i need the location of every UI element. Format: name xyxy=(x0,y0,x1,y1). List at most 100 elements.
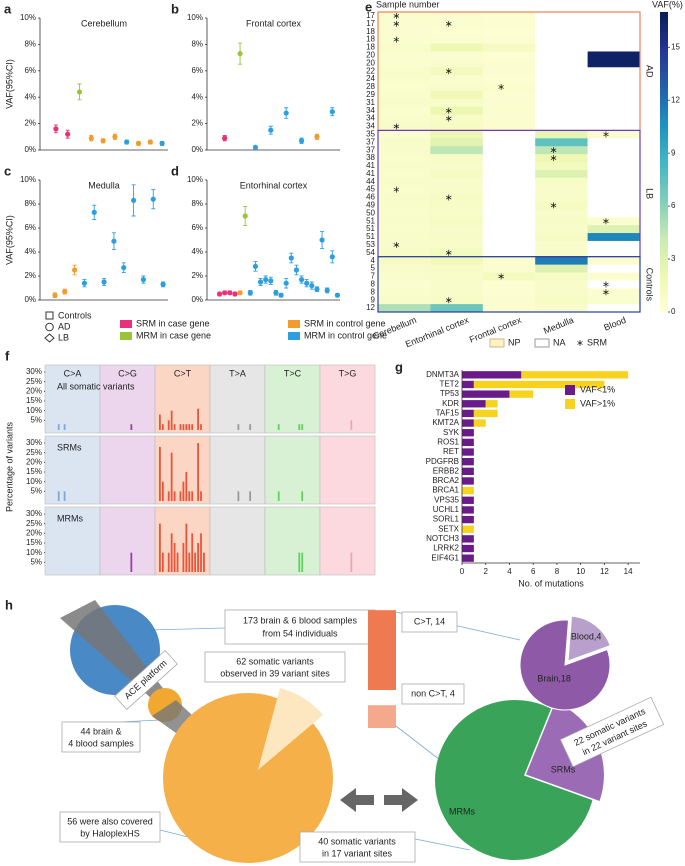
heat-cell xyxy=(482,83,536,92)
empty-cell xyxy=(587,146,641,155)
heat-cell xyxy=(535,201,588,210)
heat-cell xyxy=(482,114,536,123)
point xyxy=(232,291,238,297)
bar xyxy=(63,491,66,501)
star-stroke xyxy=(445,69,452,74)
empty-cell xyxy=(587,114,641,123)
heat-cell xyxy=(430,43,484,52)
empty-cell xyxy=(587,75,641,84)
y-tick-label: 8% xyxy=(191,199,203,208)
point xyxy=(242,213,248,219)
text-box xyxy=(204,651,346,683)
heat-cell xyxy=(587,233,641,242)
y-tick-label: 10% xyxy=(26,477,42,486)
legend-label: NP xyxy=(508,337,521,347)
group-label: Controls xyxy=(645,268,655,302)
srm-marker xyxy=(393,36,400,43)
heat-cell xyxy=(587,51,641,60)
bar xyxy=(298,424,301,430)
heat-cell xyxy=(535,193,588,202)
context-band xyxy=(264,435,321,505)
row-label: 31 xyxy=(366,98,375,107)
heat-cell xyxy=(378,98,431,108)
context-band xyxy=(319,435,376,505)
heat-cell xyxy=(430,27,484,36)
bar xyxy=(462,506,474,514)
bar xyxy=(473,380,605,389)
y-tick-label: 10% xyxy=(187,13,203,22)
star-stroke xyxy=(445,22,452,26)
point xyxy=(263,277,269,283)
bar xyxy=(462,544,474,553)
heat-cell xyxy=(535,138,588,147)
text-box xyxy=(59,811,161,843)
category-label: SETX xyxy=(438,524,460,533)
box-text: in 17 variant sites xyxy=(322,848,393,858)
x-tick-label: 4 xyxy=(507,567,512,576)
box-text: 44 brain & xyxy=(80,726,121,736)
row-label: 18 xyxy=(366,35,375,44)
legend-shape xyxy=(45,322,54,332)
point xyxy=(273,290,279,296)
point xyxy=(216,291,223,297)
row-label: 22 xyxy=(366,66,375,75)
bar xyxy=(130,552,133,572)
heat-cell xyxy=(430,256,484,265)
bar xyxy=(237,424,240,430)
group-label: AD xyxy=(645,65,655,78)
colorbar-tick-label: 15 xyxy=(671,42,680,51)
variant-wedge xyxy=(258,688,323,770)
heat-cell xyxy=(482,272,536,281)
empty-cell xyxy=(482,248,536,258)
point xyxy=(329,109,335,115)
bar xyxy=(191,491,194,501)
empty-cell xyxy=(587,27,641,36)
mrm-label: MRMs xyxy=(449,806,475,816)
srm-marker xyxy=(393,12,400,19)
colorbar-tick-label: 6 xyxy=(671,201,676,210)
category-label: TET2 xyxy=(439,380,459,389)
category-label: DNMT3A xyxy=(426,370,460,379)
panel-label: e xyxy=(365,0,372,14)
category-label: VPS35 xyxy=(434,495,459,504)
srm-marker xyxy=(445,297,452,304)
point xyxy=(81,280,88,286)
point xyxy=(324,287,330,293)
y-tick-label: 4% xyxy=(191,92,203,101)
empty-cell xyxy=(535,27,588,36)
empty-cell xyxy=(482,154,536,163)
row-label: 44 xyxy=(366,177,375,186)
empty-cell xyxy=(587,67,641,76)
y-tick-label: 20% xyxy=(26,457,42,466)
category-label: BRCA2 xyxy=(432,476,459,485)
point xyxy=(319,237,325,243)
pie-slice xyxy=(519,619,611,711)
panel-title: Medulla xyxy=(88,180,120,190)
panel-label: a xyxy=(4,1,12,16)
bar xyxy=(173,491,176,501)
srm-marker xyxy=(393,20,400,27)
heat-cell xyxy=(430,185,484,194)
bar xyxy=(462,467,474,475)
category-label: KDR xyxy=(442,399,459,408)
box-text: 40 somatic variants xyxy=(318,836,396,846)
heat-cell xyxy=(587,288,641,297)
box-text: from 54 individuals xyxy=(262,628,338,638)
empty-cell xyxy=(587,193,641,202)
legend-swatch xyxy=(120,332,132,340)
bar xyxy=(368,610,396,690)
empty-cell xyxy=(482,146,536,155)
heat-cell xyxy=(535,280,588,289)
bar xyxy=(182,424,185,430)
point xyxy=(160,281,166,287)
bar xyxy=(462,496,474,504)
heat-cell xyxy=(430,304,484,313)
bar xyxy=(462,390,510,398)
bar xyxy=(200,424,202,430)
connector xyxy=(149,627,226,631)
point xyxy=(121,265,127,271)
star-stroke xyxy=(445,108,452,113)
category-label: NOTCH3 xyxy=(426,534,459,543)
bar xyxy=(462,448,474,456)
point xyxy=(135,140,142,146)
